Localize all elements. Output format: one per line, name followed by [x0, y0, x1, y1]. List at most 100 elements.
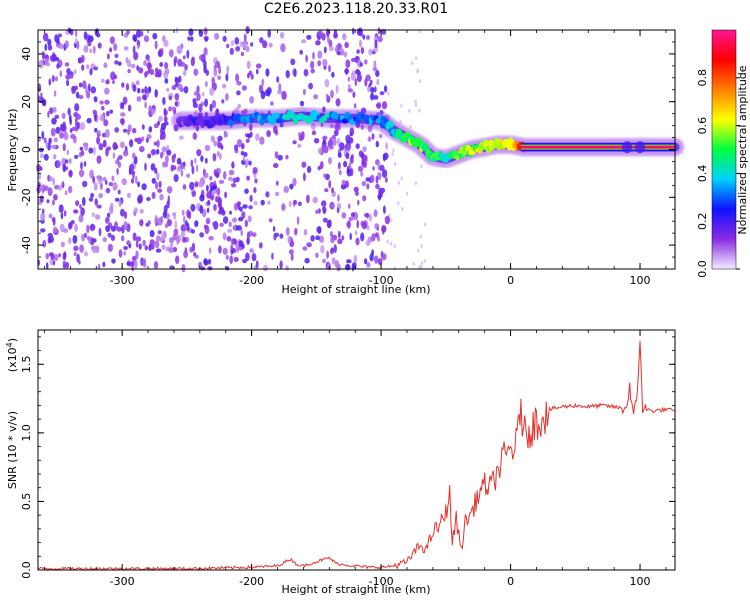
noise-blob: [250, 248, 255, 254]
noise-blob: [414, 99, 417, 104]
noise-blob: [318, 235, 325, 243]
noise-blob: [239, 206, 243, 212]
noise-blob: [149, 69, 155, 75]
noise-blob: [213, 204, 217, 211]
noise-blob: [278, 83, 282, 92]
noise-blob: [176, 234, 181, 244]
noise-blob: [360, 171, 363, 177]
noise-blob: [420, 164, 423, 169]
noise-blob: [381, 224, 387, 233]
noise-blob: [339, 142, 345, 151]
svg-text:(x104): (x104): [5, 338, 19, 372]
noise-blob: [196, 92, 201, 101]
noise-blob: [366, 213, 369, 219]
noise-blob: [41, 130, 45, 140]
y-tick-label: 0.5: [20, 493, 33, 511]
noise-blob: [222, 216, 229, 224]
noise-blob: [64, 190, 68, 196]
noise-blob: [81, 233, 85, 242]
noise-blob: [160, 151, 163, 159]
noise-blob: [99, 100, 104, 105]
noise-blob: [53, 90, 57, 97]
noise-blob: [204, 144, 211, 152]
noise-blob: [369, 174, 375, 183]
noise-blob: [165, 155, 169, 164]
noise-blob: [266, 87, 272, 95]
noise-blob: [182, 184, 187, 190]
noise-blob: [281, 90, 287, 100]
noise-blob: [169, 106, 176, 111]
noise-blob: [271, 252, 274, 260]
noise-blob: [280, 43, 286, 53]
noise-blob: [260, 90, 266, 100]
noise-blob: [86, 236, 91, 241]
noise-blob: [69, 118, 72, 126]
noise-blob: [222, 83, 227, 89]
noise-blob: [46, 62, 50, 67]
noise-blob: [373, 209, 378, 218]
noise-blob: [64, 159, 69, 164]
noise-blob: [144, 101, 147, 109]
noise-blob: [374, 39, 378, 49]
noise-blob: [322, 59, 328, 67]
signal-blob: [184, 121, 192, 127]
tone-core: [520, 145, 675, 149]
noise-blob: [215, 195, 219, 203]
noise-blob: [207, 266, 213, 271]
noise-blob: [259, 37, 264, 44]
noise-blob: [312, 196, 318, 204]
noise-blob: [350, 154, 354, 160]
noise-blob: [138, 67, 144, 74]
noise-blob: [172, 233, 178, 241]
noise-blob: [132, 255, 137, 261]
noise-blob: [378, 187, 383, 195]
noise-blob: [134, 259, 138, 269]
noise-blob: [359, 32, 363, 37]
noise-blob: [151, 191, 156, 199]
noise-blob: [315, 209, 319, 214]
noise-blob: [266, 130, 271, 138]
noise-blob: [152, 32, 158, 40]
noise-blob: [390, 218, 393, 223]
noise-blob: [317, 208, 321, 214]
noise-blob: [65, 261, 70, 269]
noise-blob: [96, 175, 102, 180]
noise-blob: [293, 199, 298, 205]
tone-bump: [635, 141, 646, 154]
snr-x-label: Height of straight line (km): [281, 583, 430, 596]
noise-blob: [93, 66, 99, 71]
noise-blob: [382, 169, 388, 178]
noise-blob: [365, 240, 371, 246]
noise-blob: [94, 198, 98, 206]
noise-blob: [226, 43, 230, 49]
noise-blob: [180, 170, 184, 177]
noise-blob: [347, 84, 351, 89]
snr-plot-area: [38, 330, 675, 570]
noise-blob: [148, 126, 153, 133]
noise-blob: [64, 62, 70, 67]
noise-blob: [127, 129, 130, 136]
noise-blob: [317, 147, 323, 155]
noise-blob: [191, 229, 195, 234]
noise-blob: [168, 95, 172, 101]
noise-blob: [241, 85, 247, 91]
noise-blob: [255, 69, 259, 75]
noise-blob: [112, 142, 118, 151]
noise-blob: [90, 86, 97, 94]
noise-blob: [186, 49, 190, 59]
noise-blob: [373, 45, 379, 53]
noise-blob: [47, 110, 50, 118]
noise-blob: [205, 217, 211, 225]
noise-blob: [150, 149, 157, 156]
noise-blob: [199, 54, 203, 61]
noise-blob: [53, 137, 59, 143]
noise-blob: [133, 207, 138, 214]
noise-blob: [57, 33, 63, 38]
noise-blob: [308, 82, 313, 90]
noise-blob: [237, 103, 242, 109]
noise-blob: [146, 197, 151, 201]
noise-blob: [80, 150, 85, 156]
noise-blob: [142, 239, 146, 247]
noise-blob: [342, 33, 347, 41]
noise-blob: [167, 195, 170, 205]
